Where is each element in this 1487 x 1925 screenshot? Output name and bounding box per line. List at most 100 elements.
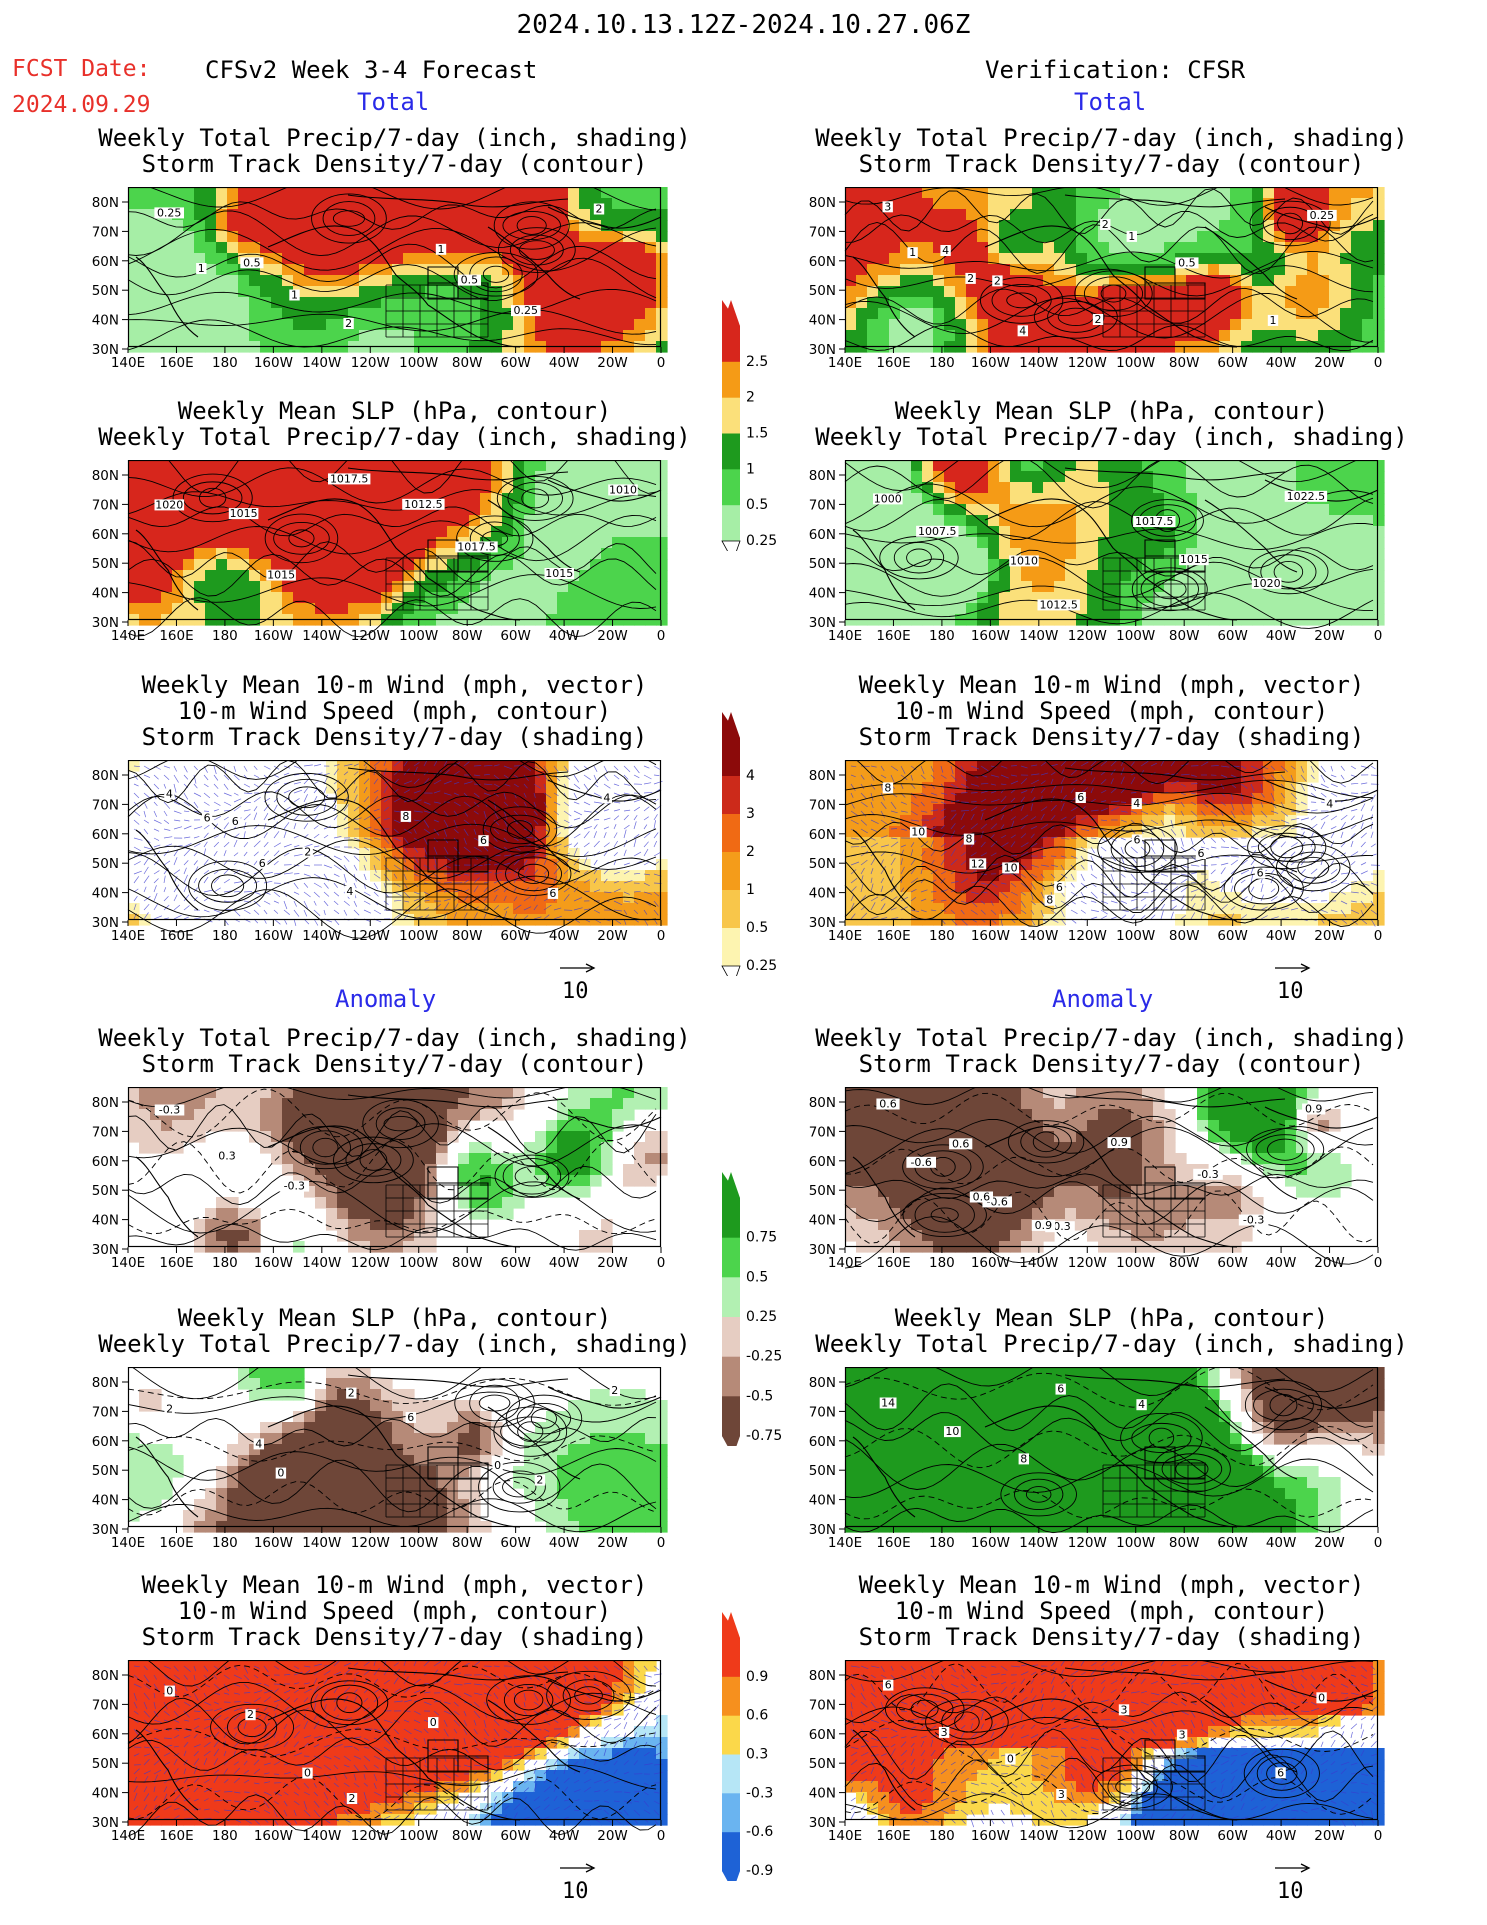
contour-label: 0 xyxy=(494,1459,501,1472)
lat-tick-label: 40N xyxy=(92,586,119,602)
lat-tick-label: 80N xyxy=(92,1095,119,1111)
lon-tick-label: 160W xyxy=(971,1828,1010,1844)
contour-label: 1 xyxy=(1270,314,1277,327)
contour-label: 6 xyxy=(480,834,487,847)
panel-title-line: Weekly Total Precip/7-day (inch, shading… xyxy=(98,124,691,152)
lon-tick-label: 20W xyxy=(597,355,628,371)
lon-tick-label: 140W xyxy=(302,1828,341,1844)
lon-tick-label: 160W xyxy=(971,1535,1010,1551)
lon-tick-label: 160W xyxy=(254,628,293,644)
lon-tick-label: 180 xyxy=(212,1535,238,1551)
lon-tick-label: 0 xyxy=(657,1255,666,1271)
lat-tick-label: 40N xyxy=(809,313,836,329)
lon-tick-label: 160W xyxy=(254,355,293,371)
contour-label: 6 xyxy=(549,887,556,900)
colorbar-tick-label: -0.9 xyxy=(746,1863,773,1879)
contour-label: 0.9 xyxy=(1110,1136,1128,1149)
contour-label: 2 xyxy=(349,1792,356,1805)
lon-tick-label: 120W xyxy=(1068,1535,1107,1551)
contour-label: 0.5 xyxy=(243,256,261,269)
contour-label: 2 xyxy=(348,1387,355,1400)
lon-tick-label: 80W xyxy=(1169,1535,1200,1551)
lon-tick-label: 60W xyxy=(500,1535,531,1551)
lon-tick-label: 80W xyxy=(1169,928,1200,944)
contour-label: 1 xyxy=(291,289,298,302)
contour-label: 4 xyxy=(603,791,610,804)
panel-title-line: Storm Track Density/7-day (shading) xyxy=(858,1623,1365,1651)
lon-tick-label: 0 xyxy=(657,628,666,644)
lon-tick-label: 40W xyxy=(1266,1255,1297,1271)
contour-label: 0 xyxy=(304,1767,311,1780)
lat-tick-label: 70N xyxy=(809,797,836,813)
lon-tick-label: 40W xyxy=(1266,1828,1297,1844)
lon-tick-label: 20W xyxy=(1314,1255,1345,1271)
lon-tick-label: 120W xyxy=(1068,628,1107,644)
lon-tick-label: 140E xyxy=(111,1255,145,1271)
contour-label: 4 xyxy=(942,244,949,257)
lon-tick-label: 20W xyxy=(1314,1828,1345,1844)
lon-tick-label: 40W xyxy=(1266,355,1297,371)
lon-tick-label: 160E xyxy=(876,1535,910,1551)
lon-tick-label: 140W xyxy=(1019,1255,1058,1271)
contour-label: 1022.5 xyxy=(1287,490,1326,503)
contour-label: 6 xyxy=(1134,833,1141,846)
contour-label: 2 xyxy=(247,1708,254,1721)
lat-tick-label: 70N xyxy=(92,497,119,513)
panel-title-line: Storm Track Density/7-day (shading) xyxy=(858,723,1365,751)
contour-label: 1015 xyxy=(230,507,258,520)
lon-tick-label: 120W xyxy=(351,1828,390,1844)
lat-tick-label: 40N xyxy=(92,1786,119,1802)
contour-label: 1015 xyxy=(1180,553,1208,566)
panel-title-line: Weekly Mean 10-m Wind (mph, vector) xyxy=(858,671,1365,699)
contour-label: 1012.5 xyxy=(1039,598,1078,611)
contour-label: 12 xyxy=(971,857,985,870)
lon-tick-label: 100W xyxy=(399,1255,438,1271)
lat-tick-label: 60N xyxy=(92,1154,119,1170)
contour-label: 2 xyxy=(345,317,352,330)
lon-tick-label: 60W xyxy=(1217,928,1248,944)
contour-label: 4 xyxy=(1138,1398,1145,1411)
colorbar-tick-label: -0.6 xyxy=(746,1824,773,1840)
lon-tick-label: 160W xyxy=(971,1255,1010,1271)
lat-tick-label: 40N xyxy=(92,313,119,329)
lon-tick-label: 140W xyxy=(1019,1535,1058,1551)
lat-tick-label: 30N xyxy=(809,342,836,358)
panel-title-line: 10-m Wind Speed (mph, contour) xyxy=(894,697,1329,725)
lon-tick-label: 180 xyxy=(929,355,955,371)
colorbar-precip_total: 2.5 2 1.5 1 0.5 0.25 xyxy=(721,300,777,551)
contour-label: 6 xyxy=(259,857,266,870)
lat-tick-label: 60N xyxy=(92,254,119,270)
contour-label: 6 xyxy=(204,811,211,824)
contour-label: 1010 xyxy=(609,483,637,496)
lon-tick-label: 60W xyxy=(500,355,531,371)
colorbar-tick-label: -0.3 xyxy=(746,1785,773,1801)
lat-tick-label: 70N xyxy=(809,497,836,513)
lat-tick-label: 80N xyxy=(92,195,119,211)
contour-label: 8 xyxy=(1046,894,1053,907)
lon-tick-label: 140W xyxy=(302,928,341,944)
colorbar-tick-label: 0.5 xyxy=(746,920,768,936)
lon-tick-label: 140W xyxy=(302,1255,341,1271)
contour-label: 1015 xyxy=(545,567,573,580)
contour-label: 4 xyxy=(346,885,353,898)
colorbar-tick-label: 2 xyxy=(746,390,755,406)
contour-label: 6 xyxy=(885,1679,892,1692)
panel-title-line: Storm Track Density/7-day (contour) xyxy=(858,150,1365,178)
colorbar-tick-label: 0.9 xyxy=(746,1669,768,1685)
lon-tick-label: 20W xyxy=(597,928,628,944)
map-panel-p2R: 1000 1007.5 1010 1012.5 1017.5 1015 1020 1022.5… xyxy=(809,460,1385,644)
lon-tick-label: 20W xyxy=(597,628,628,644)
lon-tick-label: 180 xyxy=(929,1255,955,1271)
lat-tick-label: 80N xyxy=(92,768,119,784)
lat-tick-label: 40N xyxy=(809,886,836,902)
lon-tick-label: 180 xyxy=(212,1828,238,1844)
lon-tick-label: 40W xyxy=(549,355,580,371)
lat-tick-label: 40N xyxy=(92,1213,119,1229)
colorbar-tick-label: 3 xyxy=(746,806,755,822)
lat-tick-label: 50N xyxy=(92,283,119,299)
colorbar-tick-label: 2 xyxy=(746,844,755,860)
lon-tick-label: 0 xyxy=(657,1535,666,1551)
